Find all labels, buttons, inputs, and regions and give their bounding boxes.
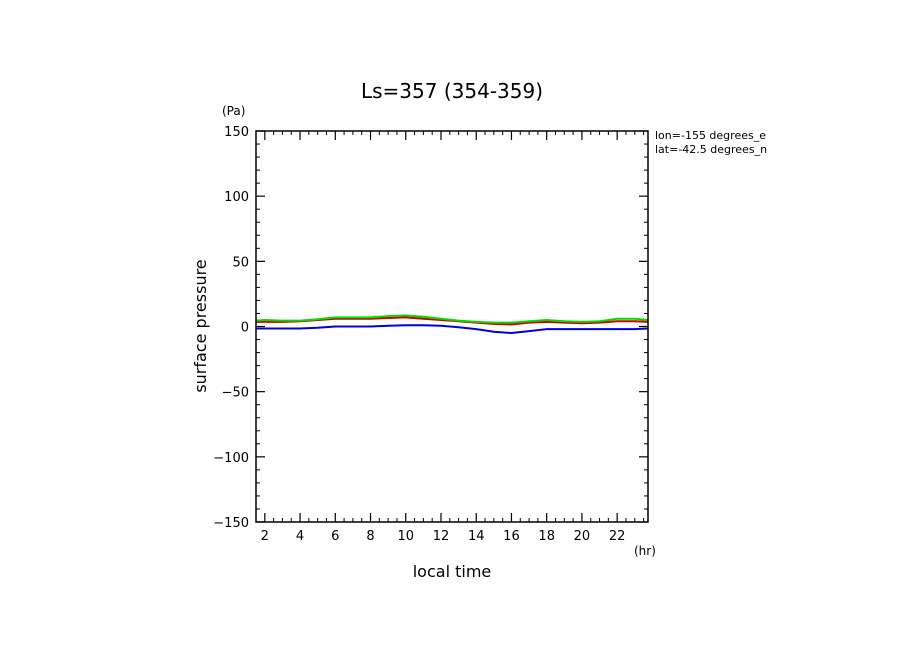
plot-frame [255,130,649,523]
x-tick-label: 20 [574,529,591,544]
x-tick-label: 14 [468,529,485,544]
y-tick-label: 50 [232,255,249,270]
axis-ticks: 150 100 50 0 −50 −100 −150 2 4 6 8 10 12 14 16 18 20 22 [213,125,648,544]
y-tick-label: −100 [213,451,249,466]
x-tick-label: 18 [538,529,555,544]
y-unit-label: (Pa) [222,104,245,118]
y-tick-label: −50 [222,386,249,401]
series-layer [255,314,649,334]
annotation-lat: lat=-42.5 degrees_n [655,143,767,156]
x-tick-label: 2 [261,529,269,544]
y-tick-label: −150 [213,516,249,531]
x-tick-label: 6 [331,529,339,544]
x-tick-label: 22 [609,529,626,544]
y-tick-label: 150 [224,125,249,140]
x-tick-label: 4 [296,529,304,544]
x-axis-title: local time [413,562,492,581]
x-tick-label: 12 [433,529,450,544]
annotation-lon: lon=-155 degrees_e [655,129,766,142]
x-unit-label: (hr) [634,544,656,558]
series-line-2 [256,324,649,334]
series-line-1 [255,314,649,324]
x-tick-label: 16 [503,529,520,544]
x-tick-label: 8 [366,529,374,544]
y-tick-label: 100 [224,190,249,205]
y-axis-title: surface pressure [191,259,210,392]
x-tick-label: 10 [397,529,414,544]
chart-title: Ls=357 (354-359) [361,79,543,103]
y-tick-label: 0 [241,321,249,336]
